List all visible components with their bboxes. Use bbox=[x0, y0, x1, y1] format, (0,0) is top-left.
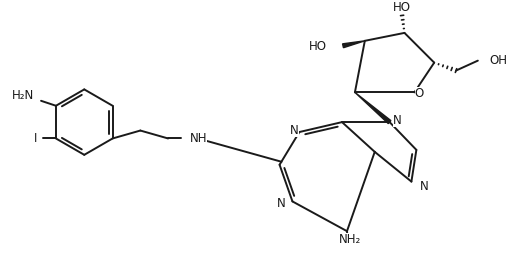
Text: NH₂: NH₂ bbox=[338, 233, 360, 246]
Text: HO: HO bbox=[392, 1, 410, 14]
Text: N: N bbox=[419, 180, 428, 193]
Text: O: O bbox=[414, 87, 423, 100]
Text: H₂N: H₂N bbox=[12, 89, 34, 102]
Text: NH: NH bbox=[189, 132, 207, 145]
Polygon shape bbox=[342, 41, 364, 48]
Text: OH: OH bbox=[489, 54, 507, 67]
Text: N: N bbox=[392, 114, 401, 127]
Text: N: N bbox=[290, 124, 298, 137]
Text: HO: HO bbox=[308, 40, 326, 53]
Text: N: N bbox=[276, 197, 285, 210]
Text: I: I bbox=[34, 132, 37, 145]
Polygon shape bbox=[354, 92, 390, 124]
